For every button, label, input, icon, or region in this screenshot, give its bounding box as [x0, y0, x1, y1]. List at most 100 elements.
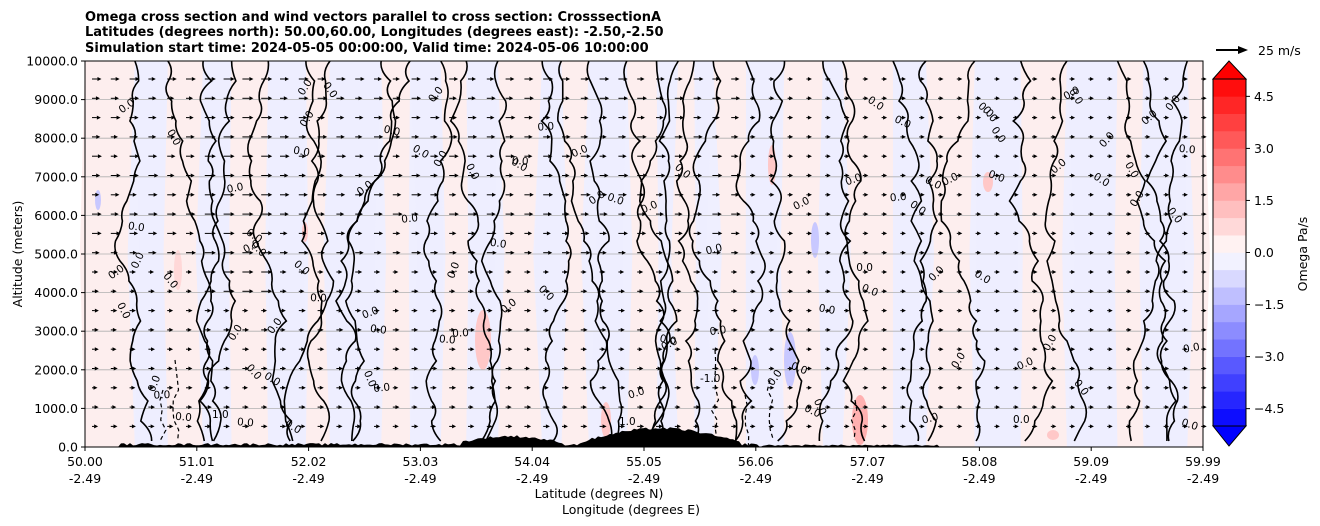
wind-vector-head [94, 289, 99, 294]
wind-vector-head [1108, 250, 1113, 255]
wind-vector-head [396, 250, 401, 255]
wind-vector-head [433, 270, 438, 274]
wind-vector-head [582, 366, 587, 371]
wind-vector-head [716, 192, 721, 197]
wind-vector-head [359, 115, 364, 120]
contour-label: 0.0 [382, 123, 401, 138]
wind-vector-head [358, 231, 363, 236]
wind-vector-head [491, 134, 496, 139]
wind-vector-head [414, 366, 419, 371]
omega-zero-contour [344, 60, 411, 442]
wind-vector-head [1108, 327, 1113, 332]
wind-vector-head [736, 96, 741, 101]
wind-vector-head [1202, 250, 1207, 255]
y-tick-label: 3000.0 [34, 324, 78, 339]
wind-vector-head [958, 289, 963, 294]
wind-vector-head [1033, 405, 1038, 410]
wind-vector-head [958, 77, 963, 81]
wind-vector-head [1052, 347, 1057, 352]
x-tick-label-longitude: -2.49 [181, 471, 213, 486]
wind-vector-head [268, 96, 273, 101]
wind-vector-head [359, 192, 364, 197]
wind-vector-head [1089, 192, 1094, 197]
wind-vector-head [188, 405, 193, 410]
wind-vector-head [153, 212, 158, 217]
wind-vectors [92, 77, 1207, 429]
wind-vector-head [230, 154, 235, 159]
wind-vector-head [488, 424, 493, 429]
wind-vector-head [601, 405, 606, 410]
wind-vector-head [1183, 134, 1188, 139]
wind-vector-head [995, 327, 1000, 332]
omega-zero-contour [540, 60, 572, 442]
contour-label: 0.0 [1178, 143, 1196, 157]
wind-vector-head [732, 347, 737, 352]
wind-vector-head [659, 250, 664, 255]
wind-vector-head [638, 347, 643, 352]
wind-vector-head [658, 424, 663, 429]
wind-vector-head [490, 77, 495, 81]
contour-label: 0.0 [153, 389, 170, 402]
wind-vector-head [376, 347, 381, 352]
wind-vector-head [677, 366, 682, 371]
wind-vector-head [395, 347, 400, 352]
wind-vector-head [1033, 77, 1038, 81]
wind-vector-head [640, 424, 645, 429]
colorbar-band [1213, 200, 1246, 219]
wind-vector-head [397, 192, 402, 197]
wind-vector-head [864, 424, 869, 429]
wind-vector-head [357, 424, 362, 429]
wind-vector-head [1108, 424, 1113, 429]
colorbar-tick-label: 0.0 [1254, 245, 1274, 260]
wind-vector-head [472, 154, 477, 159]
quiver-key: 25 m/s [1216, 43, 1301, 58]
wind-vector-head [470, 327, 475, 332]
wind-vector-head [230, 173, 235, 178]
wind-vector-head [528, 134, 533, 139]
wind-vector-head [1183, 289, 1188, 294]
wind-vector-head [939, 173, 944, 178]
contour-label: 0.0 [818, 302, 837, 317]
wind-vector-head [1033, 134, 1038, 139]
wind-vector-head [113, 366, 118, 371]
wind-vector-head [300, 327, 305, 332]
wind-vector-head [864, 173, 869, 178]
wind-vector-head [170, 96, 175, 101]
wind-vector-head [116, 115, 121, 120]
wind-vector-head [525, 366, 530, 371]
wind-vector-head [490, 115, 495, 120]
wind-vector-head [1071, 405, 1076, 410]
wind-vector-head [249, 289, 254, 294]
wind-vector-head [395, 115, 400, 120]
wind-vector-head [770, 154, 775, 159]
wind-vector-head [1014, 308, 1019, 313]
wind-vector-head [284, 77, 289, 81]
wind-vector-head [211, 77, 216, 81]
wind-vector-head [285, 154, 290, 159]
wind-vector-head [751, 327, 756, 332]
wind-vector-head [695, 366, 700, 371]
wind-vector-head [508, 347, 513, 352]
wind-vector-head [95, 96, 100, 101]
wind-vector-head [658, 270, 663, 274]
wind-vector-head [901, 270, 906, 274]
wind-vector-head [188, 385, 193, 390]
wind-vector-head [268, 173, 273, 178]
wind-vector-head [751, 96, 756, 101]
wind-vector-head [1071, 192, 1076, 197]
wind-vector-head [1014, 134, 1019, 139]
wind-vector-head [1052, 250, 1057, 255]
wind-vector-head [114, 96, 119, 101]
wind-vector-head [717, 96, 722, 101]
wind-vector-head [432, 308, 437, 313]
wind-vector-head [883, 405, 888, 410]
y-tick-label: 5000.0 [34, 247, 78, 262]
wind-vector-head [415, 154, 420, 159]
wind-vector-head [268, 231, 273, 236]
wind-vector-head [244, 308, 249, 313]
wind-vector-head [789, 154, 794, 159]
wind-vector-head [302, 154, 307, 159]
wind-vector-head [301, 385, 306, 390]
wind-vector-head [566, 134, 571, 139]
wind-vector-head [1089, 270, 1094, 274]
